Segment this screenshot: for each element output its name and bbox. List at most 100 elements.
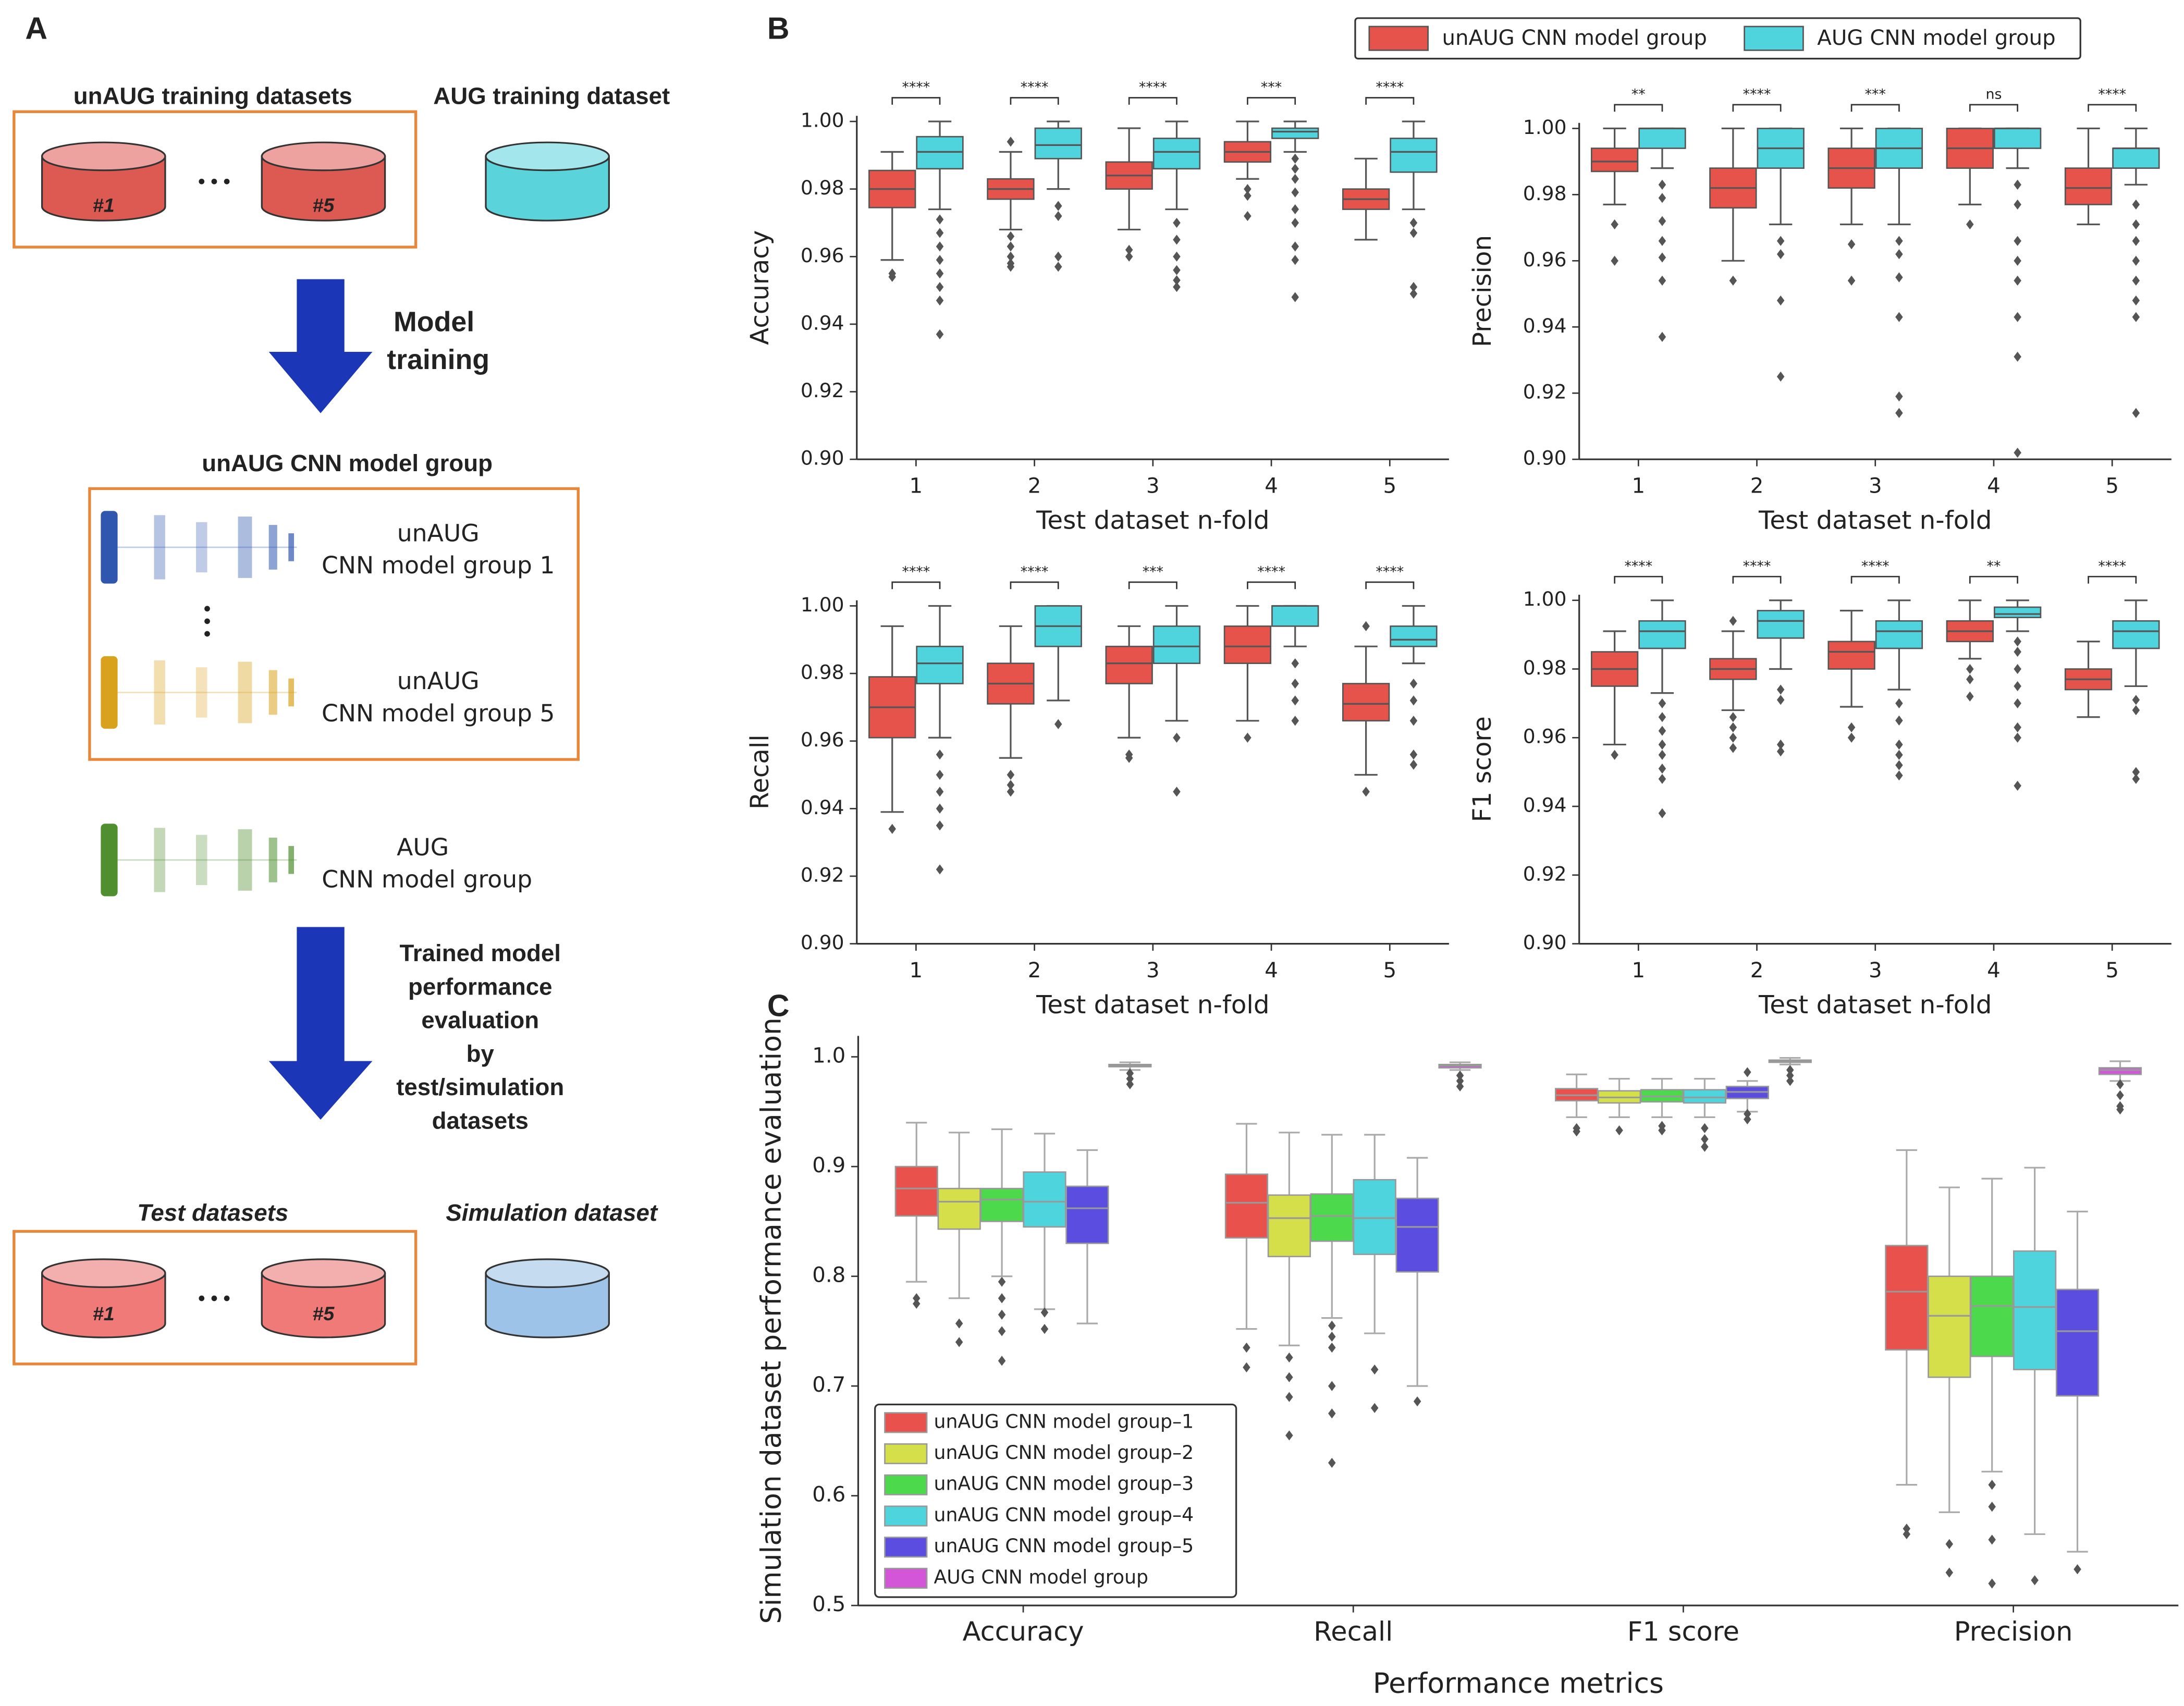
outlier bbox=[1658, 750, 1666, 760]
x-tick-label: 2 bbox=[1750, 474, 1764, 498]
outlier bbox=[1173, 787, 1181, 797]
outlier bbox=[2014, 351, 2021, 362]
box bbox=[1970, 1275, 2014, 1357]
outlier bbox=[1040, 1323, 1049, 1334]
label: AUG training dataset bbox=[433, 83, 670, 109]
outlier bbox=[1291, 658, 1299, 669]
box bbox=[2112, 148, 2160, 169]
legend-swatch bbox=[884, 1443, 928, 1465]
significance-label: **** bbox=[2098, 87, 2126, 103]
significance-label: **** bbox=[1139, 79, 1167, 95]
outlier bbox=[1413, 1396, 1421, 1407]
y-axis-label: Precision bbox=[1468, 235, 1497, 347]
outlier bbox=[2132, 199, 2140, 210]
outlier bbox=[1125, 251, 1133, 262]
outlier bbox=[998, 1309, 1006, 1320]
outlier bbox=[1847, 732, 1856, 743]
outlier bbox=[1291, 241, 1299, 252]
outlier bbox=[1895, 236, 1903, 246]
outlier bbox=[2014, 199, 2021, 210]
outlier bbox=[1895, 272, 1903, 283]
outlier bbox=[1409, 281, 1418, 292]
y-tick-label: 0.94 bbox=[1523, 314, 1567, 337]
outlier bbox=[2116, 1104, 2124, 1115]
outlier bbox=[1658, 698, 1666, 709]
outlier bbox=[1701, 1134, 1709, 1145]
outlier bbox=[1611, 219, 1618, 230]
outlier bbox=[1173, 265, 1181, 275]
outlier bbox=[1895, 312, 1903, 322]
box bbox=[1827, 641, 1875, 670]
significance-label: **** bbox=[1376, 564, 1404, 580]
group-frame bbox=[13, 110, 418, 249]
legend-label: AUG CNN model group bbox=[1817, 26, 2055, 50]
outlier bbox=[1328, 1331, 1336, 1342]
outlier bbox=[1945, 1539, 1954, 1549]
network-icon bbox=[154, 515, 165, 580]
outlier bbox=[998, 1277, 1006, 1287]
significance-bracket bbox=[1247, 581, 1296, 590]
network-icon bbox=[268, 670, 277, 715]
legend-swatch bbox=[1744, 26, 1804, 51]
significance-bracket bbox=[1850, 575, 1900, 584]
significance-bracket bbox=[1365, 97, 1415, 105]
x-tick-label: 5 bbox=[1383, 474, 1396, 498]
outlier bbox=[1658, 808, 1666, 818]
outlier bbox=[1776, 249, 1785, 260]
network-icon bbox=[238, 829, 252, 891]
y-tick-label: 1.00 bbox=[801, 109, 844, 132]
outlier bbox=[1291, 204, 1299, 215]
outlier bbox=[1409, 759, 1418, 770]
outlier bbox=[2014, 447, 2021, 458]
outlier bbox=[1895, 770, 1903, 781]
significance-bracket bbox=[1614, 575, 1663, 584]
outlier bbox=[1729, 712, 1737, 722]
y-tick-label: 0.96 bbox=[801, 244, 844, 267]
outlier bbox=[1658, 216, 1666, 226]
legend-swatch bbox=[884, 1567, 928, 1589]
label: #5 bbox=[313, 194, 335, 216]
outlier bbox=[2014, 275, 2021, 286]
panel-label: B bbox=[767, 11, 790, 46]
y-tick-label: 1.00 bbox=[1523, 116, 1567, 139]
label: unAUG bbox=[397, 667, 480, 695]
x-tick-label: 3 bbox=[1869, 959, 1882, 983]
box bbox=[1223, 625, 1272, 664]
outlier bbox=[1456, 1076, 1464, 1086]
x-tick-label: 2 bbox=[1028, 474, 1041, 498]
box bbox=[1152, 625, 1201, 664]
x-tick-label: 4 bbox=[1265, 474, 1278, 498]
box bbox=[2064, 167, 2113, 205]
y-tick-label: 0.98 bbox=[801, 176, 844, 199]
significance-label: ** bbox=[1987, 558, 2001, 574]
outlier bbox=[1573, 1126, 1580, 1137]
x-tick-label: Accuracy bbox=[963, 1617, 1084, 1648]
y-tick-label: 0.92 bbox=[801, 379, 844, 402]
outlier bbox=[1895, 715, 1903, 726]
legend-label: AUG CNN model group bbox=[934, 1566, 1148, 1588]
outlier bbox=[1362, 621, 1370, 631]
outlier bbox=[2132, 275, 2140, 286]
legend-label: unAUG CNN model group–3 bbox=[934, 1472, 1194, 1495]
outlier bbox=[1729, 743, 1737, 753]
significance-bracket bbox=[1969, 575, 2018, 584]
outlier bbox=[1776, 684, 1785, 695]
y-tick-label: 0.9 bbox=[812, 1153, 845, 1177]
significance-bracket bbox=[2088, 575, 2137, 584]
outlier bbox=[1125, 753, 1133, 763]
outlier bbox=[1173, 251, 1181, 262]
cylinder bbox=[485, 155, 610, 222]
network-icon bbox=[288, 533, 295, 561]
significance-bracket bbox=[2088, 104, 2137, 112]
outlier bbox=[1370, 1403, 1379, 1413]
outlier bbox=[2031, 1575, 2039, 1586]
box bbox=[1310, 1193, 1354, 1242]
significance-bracket bbox=[1010, 581, 1059, 590]
outlier bbox=[1285, 1430, 1293, 1441]
arrow bbox=[268, 279, 373, 413]
outlier bbox=[2132, 219, 2140, 230]
outlier bbox=[1776, 295, 1785, 306]
outlier bbox=[998, 1293, 1006, 1304]
label: by bbox=[467, 1040, 495, 1067]
label: #1 bbox=[93, 194, 115, 216]
